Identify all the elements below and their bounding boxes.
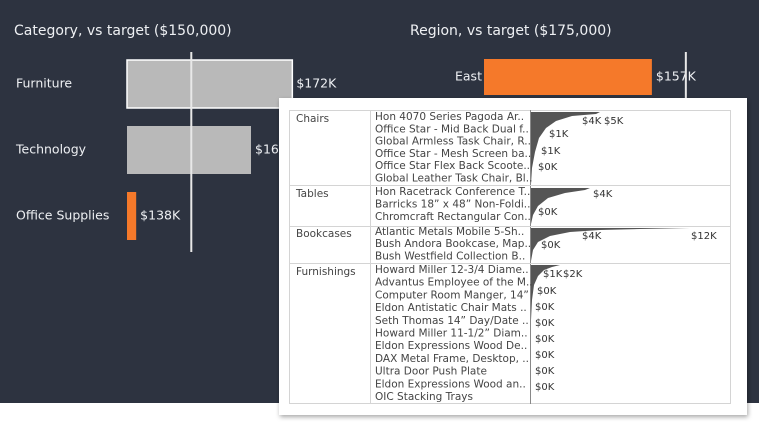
category-label: East — [455, 69, 482, 84]
item-label: OIC Stacking Trays — [375, 391, 473, 403]
bar — [126, 59, 294, 109]
spark-label: $1K — [549, 129, 569, 140]
group-label: Chairs — [296, 113, 329, 125]
spark-label: $0K — [535, 350, 555, 361]
tooltip: Chairs Hon 4070 Series Pagoda Ar..Office … — [279, 98, 747, 415]
bar — [484, 59, 652, 95]
item-label: Eldon Antistatic Chair Mats .. — [375, 302, 527, 314]
item-label: Office Star - Mesh Screen ba.. — [375, 148, 531, 160]
item-label: Howard Miller 11-1/2” Diam.. — [375, 328, 528, 340]
item-label: Ultra Door Push Plate — [375, 366, 487, 378]
spark-label: $4K — [593, 189, 613, 200]
spark-label: $4K — [582, 231, 602, 242]
spark-label: $1K — [541, 146, 561, 157]
item-label: Computer Room Manger, 14” — [375, 289, 529, 301]
value-label: $157K — [656, 69, 697, 84]
spark-label: $0K — [535, 318, 555, 329]
category-label: Office Supplies — [16, 208, 109, 223]
group-label: Furnishings — [296, 266, 356, 278]
sparkline — [531, 112, 600, 184]
tooltip-table — [289, 110, 731, 404]
spark-label: $4K — [582, 116, 602, 127]
item-label: Bush Andora Bookcase, Map.. — [375, 238, 531, 250]
spark-label: $1K — [543, 269, 563, 280]
item-label: Eldon Expressions Wood De.. — [375, 340, 527, 352]
spark-label: $5K — [604, 116, 624, 127]
item-label: Advantus Employee of the M.. — [375, 277, 533, 289]
spark-label: $0K — [535, 366, 555, 377]
item-label: DAX Metal Frame, Desktop, .. — [375, 353, 529, 365]
item-label: Hon 4070 Series Pagoda Ar.. — [375, 111, 524, 123]
value-label: $138K — [140, 208, 181, 223]
item-label: Seth Thomas 14” Day/Date .. — [375, 315, 529, 327]
item-label: Hon Racetrack Conference T.. — [375, 186, 530, 198]
item-label: Office Star - Mid Back Dual f.. — [375, 123, 529, 135]
sparkline — [531, 228, 690, 261]
spark-label: $0K — [541, 240, 561, 251]
value-label: $172K — [296, 76, 337, 91]
spark-label: $0K — [537, 286, 557, 297]
item-label: Global Leather Task Chair, Bl.. — [375, 173, 532, 185]
category-label: Technology — [15, 142, 87, 157]
chart-title: Region, vs target ($175,000) — [410, 23, 612, 39]
bar — [127, 126, 251, 174]
sparkline — [531, 265, 560, 402]
bar — [127, 192, 137, 240]
item-label: Eldon Expressions Wood an.. — [375, 378, 526, 390]
spark-label: $0K — [535, 302, 555, 313]
sparkline — [531, 188, 590, 224]
spark-label: $2K — [563, 269, 583, 280]
item-label: Office Star Flex Back Scoote.. — [375, 160, 530, 172]
item-label: Bush Westfield Collection B.. — [375, 250, 525, 262]
item-label: Chromcraft Rectangular Con.. — [375, 211, 531, 223]
spark-label: $0K — [535, 382, 555, 393]
group-label: Bookcases — [296, 228, 352, 240]
item-label: Barricks 18” x 48” Non-Foldi.. — [375, 199, 530, 211]
spark-label: $0K — [538, 207, 558, 218]
spark-label: $0K — [535, 334, 555, 345]
spark-label: $12K — [691, 231, 717, 242]
chart-title: Category, vs target ($150,000) — [14, 23, 232, 39]
group-label: Tables — [295, 188, 329, 200]
spark-label: $0K — [538, 162, 558, 173]
item-label: Atlantic Metals Mobile 5-Sh.. — [375, 226, 524, 238]
item-label: Howard Miller 12-3/4 Diame.. — [375, 264, 529, 276]
item-label: Global Armless Task Chair, R.. — [375, 136, 531, 148]
tooltip-box — [279, 98, 747, 415]
category-label: Furniture — [16, 76, 72, 91]
